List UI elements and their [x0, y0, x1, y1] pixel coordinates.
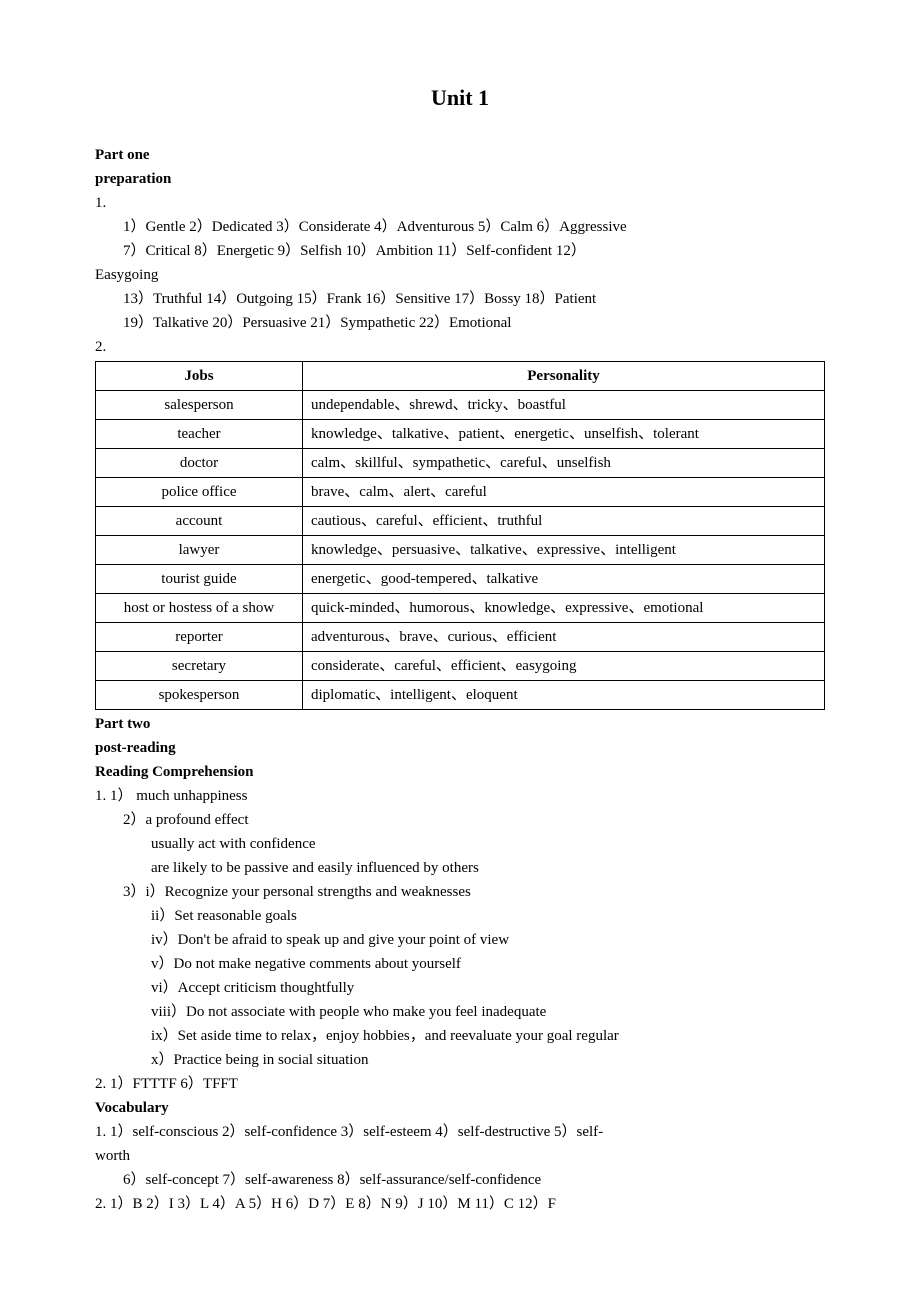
job-cell: reporter [96, 623, 303, 652]
prep-line-4: 13）Truthful 14）Outgoing 15）Frank 16）Sens… [95, 287, 825, 311]
vocab-line3: 6）self-concept 7）self-awareness 8）self-a… [95, 1168, 825, 1192]
personality-cell: diplomatic、intelligent、eloquent [303, 681, 825, 710]
table-header-personality: Personality [303, 362, 825, 391]
job-cell: doctor [96, 449, 303, 478]
job-cell: teacher [96, 420, 303, 449]
rc-q1-line3: usually act with confidence [95, 832, 825, 856]
rc-q1-line1: 1. 1） much unhappiness [95, 784, 825, 808]
table-row: accountcautious、careful、efficient、truthf… [96, 507, 825, 536]
personality-cell: undependable、shrewd、tricky、boastful [303, 391, 825, 420]
jobs-table: Jobs Personality salespersonundependable… [95, 361, 825, 710]
personality-cell: considerate、careful、efficient、easygoing [303, 652, 825, 681]
rc-q1-line8: v）Do not make negative comments about yo… [95, 952, 825, 976]
prep-line-5: 19）Talkative 20）Persuasive 21）Sympatheti… [95, 311, 825, 335]
personality-cell: adventurous、brave、curious、efficient [303, 623, 825, 652]
table-row: host or hostess of a showquick-minded、hu… [96, 594, 825, 623]
table-header-jobs: Jobs [96, 362, 303, 391]
rc-q1-line4: are likely to be passive and easily infl… [95, 856, 825, 880]
personality-cell: quick-minded、humorous、knowledge、expressi… [303, 594, 825, 623]
job-cell: spokesperson [96, 681, 303, 710]
post-reading-header: post-reading [95, 736, 825, 760]
rc-q1-line7: iv）Don't be afraid to speak up and give … [95, 928, 825, 952]
rc-q1-line6: ii）Set reasonable goals [95, 904, 825, 928]
prep-line-3: Easygoing [95, 263, 825, 287]
personality-cell: brave、calm、alert、careful [303, 478, 825, 507]
vocab-line1: 1. 1）self-conscious 2）self-confidence 3）… [95, 1120, 825, 1144]
q2-number: 2. [95, 335, 825, 359]
part-one-header: Part one [95, 143, 825, 167]
table-row: salespersonundependable、shrewd、tricky、bo… [96, 391, 825, 420]
rc-q1-line5: 3）i）Recognize your personal strengths an… [95, 880, 825, 904]
reading-comp-header: Reading Comprehension [95, 760, 825, 784]
personality-cell: knowledge、persuasive、talkative、expressiv… [303, 536, 825, 565]
job-cell: salesperson [96, 391, 303, 420]
table-row: police officebrave、calm、alert、careful [96, 478, 825, 507]
job-cell: lawyer [96, 536, 303, 565]
table-row: spokespersondiplomatic、intelligent、eloqu… [96, 681, 825, 710]
rc-q1-line10: viii）Do not associate with people who ma… [95, 1000, 825, 1024]
personality-cell: calm、skillful、sympathetic、careful、unself… [303, 449, 825, 478]
table-row: secretaryconsiderate、careful、efficient、e… [96, 652, 825, 681]
personality-cell: knowledge、talkative、patient、energetic、un… [303, 420, 825, 449]
page-title: Unit 1 [95, 80, 825, 115]
part-two-header: Part two [95, 712, 825, 736]
rc-q2: 2. 1）FTTTF 6）TFFT [95, 1072, 825, 1096]
vocab-line2: worth [95, 1144, 825, 1168]
table-row: tourist guideenergetic、good-tempered、tal… [96, 565, 825, 594]
rc-q1-line9: vi）Accept criticism thoughtfully [95, 976, 825, 1000]
prep-line-2: 7）Critical 8）Energetic 9）Selfish 10）Ambi… [95, 239, 825, 263]
job-cell: police office [96, 478, 303, 507]
job-cell: host or hostess of a show [96, 594, 303, 623]
rc-q1-line12: x）Practice being in social situation [95, 1048, 825, 1072]
personality-cell: energetic、good-tempered、talkative [303, 565, 825, 594]
table-row: lawyerknowledge、persuasive、talkative、exp… [96, 536, 825, 565]
rc-q1-line11: ix）Set aside time to relax，enjoy hobbies… [95, 1024, 825, 1048]
job-cell: secretary [96, 652, 303, 681]
vocab-q2: 2. 1）B 2）I 3）L 4）A 5）H 6）D 7）E 8）N 9）J 1… [95, 1192, 825, 1216]
job-cell: tourist guide [96, 565, 303, 594]
table-row: doctorcalm、skillful、sympathetic、careful、… [96, 449, 825, 478]
preparation-header: preparation [95, 167, 825, 191]
personality-cell: cautious、careful、efficient、truthful [303, 507, 825, 536]
rc-q1-line2: 2）a profound effect [95, 808, 825, 832]
table-row: teacherknowledge、talkative、patient、energ… [96, 420, 825, 449]
q1-number: 1. [95, 191, 825, 215]
job-cell: account [96, 507, 303, 536]
table-row: reporteradventurous、brave、curious、effici… [96, 623, 825, 652]
prep-line-1: 1）Gentle 2）Dedicated 3）Considerate 4）Adv… [95, 215, 825, 239]
vocabulary-header: Vocabulary [95, 1096, 825, 1120]
